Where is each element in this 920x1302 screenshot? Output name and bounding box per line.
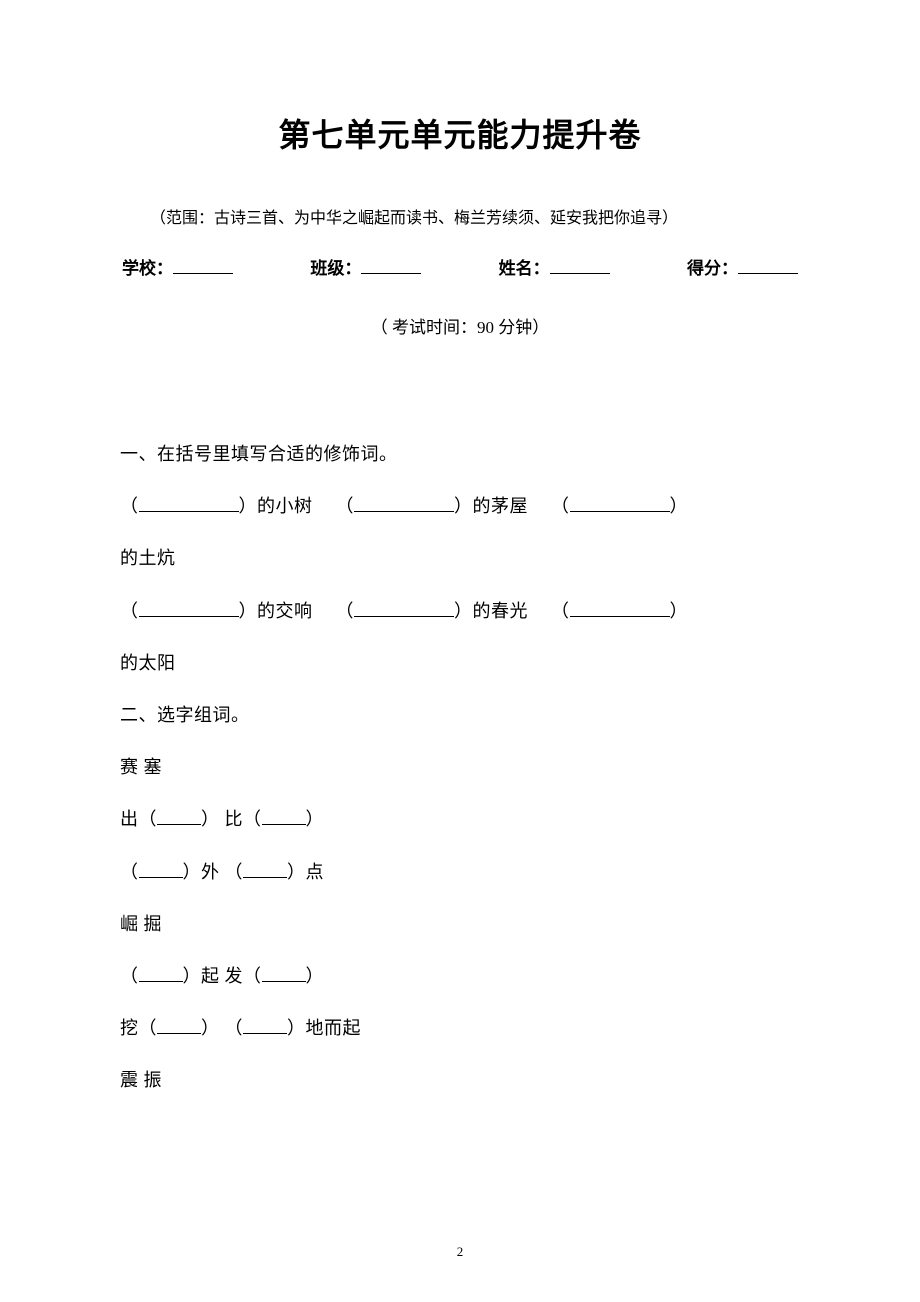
q2-line3: （ ）起 发（ ）: [120, 950, 800, 1002]
q2-l3a: （: [120, 966, 139, 986]
q2-l2c: ）点: [287, 862, 324, 882]
q2-blank-7[interactable]: [157, 1018, 201, 1034]
q1-w4: ）的交响: [239, 601, 313, 621]
q2-l1c: ）: [306, 809, 325, 829]
q2-blank-2[interactable]: [262, 809, 306, 825]
q2-blank-6[interactable]: [262, 966, 306, 982]
q1-blank-1[interactable]: [139, 496, 239, 512]
name-blank[interactable]: [550, 259, 610, 274]
q1-row2: （）的交响 （）的春光 （）: [120, 585, 800, 637]
q1-blank-5[interactable]: [354, 600, 454, 616]
q1-blank-6[interactable]: [570, 600, 670, 616]
q1-row1: （）的小树 （）的茅屋 （）: [120, 480, 800, 532]
q1-w2: ）的茅屋: [454, 496, 528, 516]
q2-pair3: 震 振: [120, 1054, 800, 1106]
q2-blank-8[interactable]: [243, 1018, 287, 1034]
q2-blank-3[interactable]: [139, 861, 183, 877]
school-blank[interactable]: [173, 259, 233, 274]
school-field: 学校：: [122, 254, 233, 279]
q2-blank-4[interactable]: [243, 861, 287, 877]
page-number: 2: [0, 1244, 920, 1260]
exam-scope: （范围：古诗三首、为中华之崛起而读书、梅兰芳续须、延安我把你追寻）: [120, 204, 800, 228]
q2-line1: 出（ ） 比（ ）: [120, 793, 800, 845]
q1-w1: ）的小树: [239, 496, 313, 516]
class-blank[interactable]: [361, 259, 421, 274]
name-label: 姓名：: [499, 259, 550, 278]
q2-pair1: 赛 塞: [120, 741, 800, 793]
question-body: 一、在括号里填写合适的修饰词。 （）的小树 （）的茅屋 （） 的土炕 （）的交响…: [120, 428, 800, 1106]
q2-l4b: ） （: [201, 1018, 243, 1038]
score-field: 得分：: [687, 254, 798, 279]
q1-blank-2[interactable]: [354, 496, 454, 512]
q1-w5: ）的春光: [454, 601, 528, 621]
name-field: 姓名：: [499, 254, 610, 279]
score-blank[interactable]: [738, 259, 798, 274]
q2-l4c: ）地而起: [287, 1018, 361, 1038]
student-info-row: 学校： 班级： 姓名： 得分：: [120, 254, 800, 279]
q2-l4a: 挖（: [120, 1018, 157, 1038]
q2-pair2: 崛 掘: [120, 898, 800, 950]
q2-l1a: 出（: [120, 809, 157, 829]
q2-l2a: （: [120, 862, 139, 882]
q2-blank-5[interactable]: [139, 966, 183, 982]
q1-heading: 一、在括号里填写合适的修饰词。: [120, 428, 800, 480]
q1-blank-3[interactable]: [570, 496, 670, 512]
q1-row2b: 的太阳: [120, 637, 800, 689]
exam-time: （ 考试时间：90 分钟）: [120, 313, 800, 338]
q2-heading: 二、选字组词。: [120, 689, 800, 741]
class-label: 班级：: [310, 259, 361, 278]
score-label: 得分：: [687, 259, 738, 278]
q2-l2b: ）外 （: [183, 862, 244, 882]
class-field: 班级：: [310, 254, 421, 279]
q2-l3b: ）起 发（: [183, 966, 262, 986]
q2-l1b: ） 比（: [201, 809, 262, 829]
q1-blank-4[interactable]: [139, 600, 239, 616]
q1-row1b: 的土炕: [120, 532, 800, 584]
q2-l3c: ）: [306, 966, 325, 986]
school-label: 学校：: [122, 259, 173, 278]
q2-blank-1[interactable]: [157, 809, 201, 825]
q2-line4: 挖（ ） （ ）地而起: [120, 1002, 800, 1054]
exam-title: 第七单元单元能力提升卷: [120, 110, 800, 156]
q2-line2: （ ）外 （ ）点: [120, 846, 800, 898]
